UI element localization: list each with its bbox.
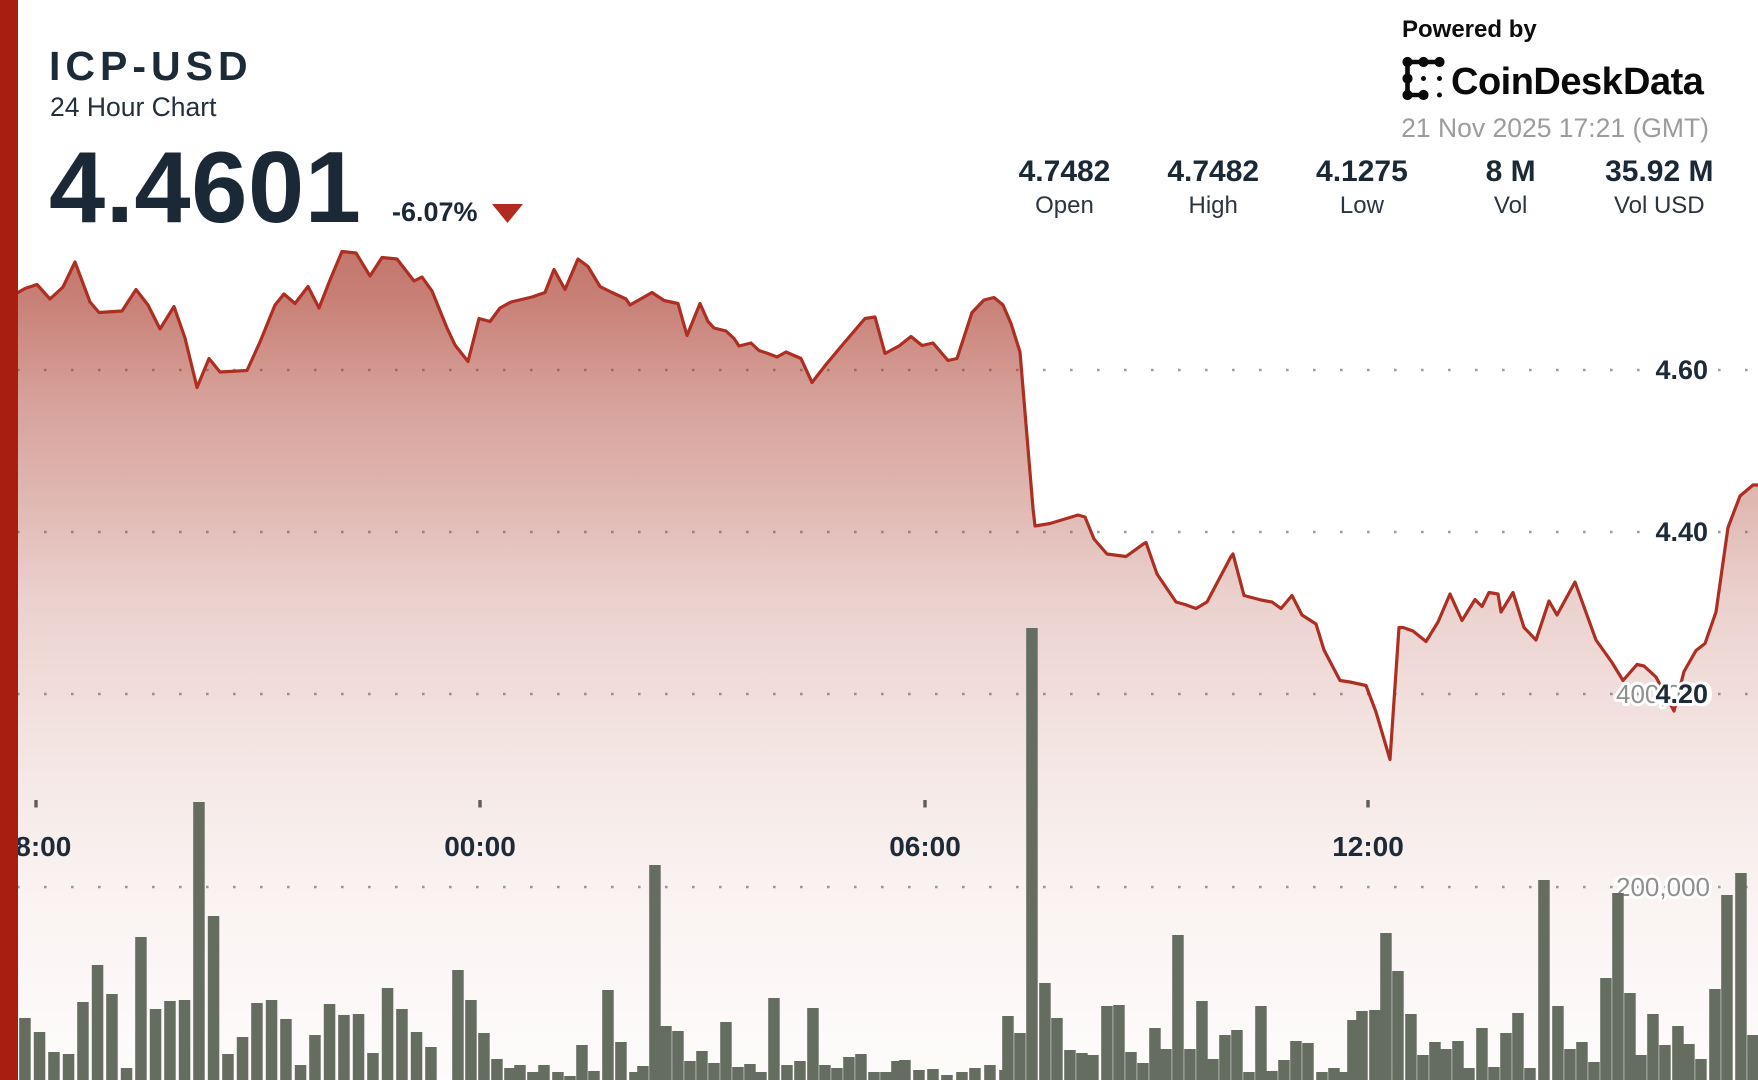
svg-text:4.7482: 4.7482 xyxy=(1167,155,1259,188)
svg-text:24 Hour Chart: 24 Hour Chart xyxy=(50,92,217,122)
svg-text:200,000: 200,000 xyxy=(1616,872,1710,902)
svg-text:Data: Data xyxy=(1623,61,1705,103)
svg-text:4.4601: 4.4601 xyxy=(49,132,362,244)
svg-text:Open: Open xyxy=(1035,192,1094,219)
svg-text:ICP-USD: ICP-USD xyxy=(49,43,253,89)
svg-text:CoinDesk: CoinDesk xyxy=(1451,61,1624,103)
svg-text:High: High xyxy=(1189,192,1238,219)
svg-text:00:00: 00:00 xyxy=(444,831,516,862)
svg-text:Vol: Vol xyxy=(1494,192,1527,219)
svg-text:400,000: 400,000 xyxy=(1616,679,1710,709)
svg-text:Low: Low xyxy=(1340,192,1385,219)
svg-text:35.92 M: 35.92 M xyxy=(1605,155,1713,188)
svg-text:4.7482: 4.7482 xyxy=(1019,155,1111,188)
svg-text:4.20: 4.20 xyxy=(1655,679,1708,709)
svg-text:8 M: 8 M xyxy=(1486,155,1536,188)
svg-text:06:00: 06:00 xyxy=(889,831,961,862)
svg-text:21 Nov 2025 17:21 (GMT): 21 Nov 2025 17:21 (GMT) xyxy=(1401,113,1709,143)
svg-text:4.40: 4.40 xyxy=(1655,517,1708,547)
svg-text:4.60: 4.60 xyxy=(1655,355,1708,385)
svg-text:4.1275: 4.1275 xyxy=(1316,155,1408,188)
svg-text:12:00: 12:00 xyxy=(1332,831,1404,862)
svg-text:-6.07%: -6.07% xyxy=(392,197,478,227)
svg-text:Vol USD: Vol USD xyxy=(1614,192,1705,219)
svg-text:Powered by: Powered by xyxy=(1402,16,1537,43)
